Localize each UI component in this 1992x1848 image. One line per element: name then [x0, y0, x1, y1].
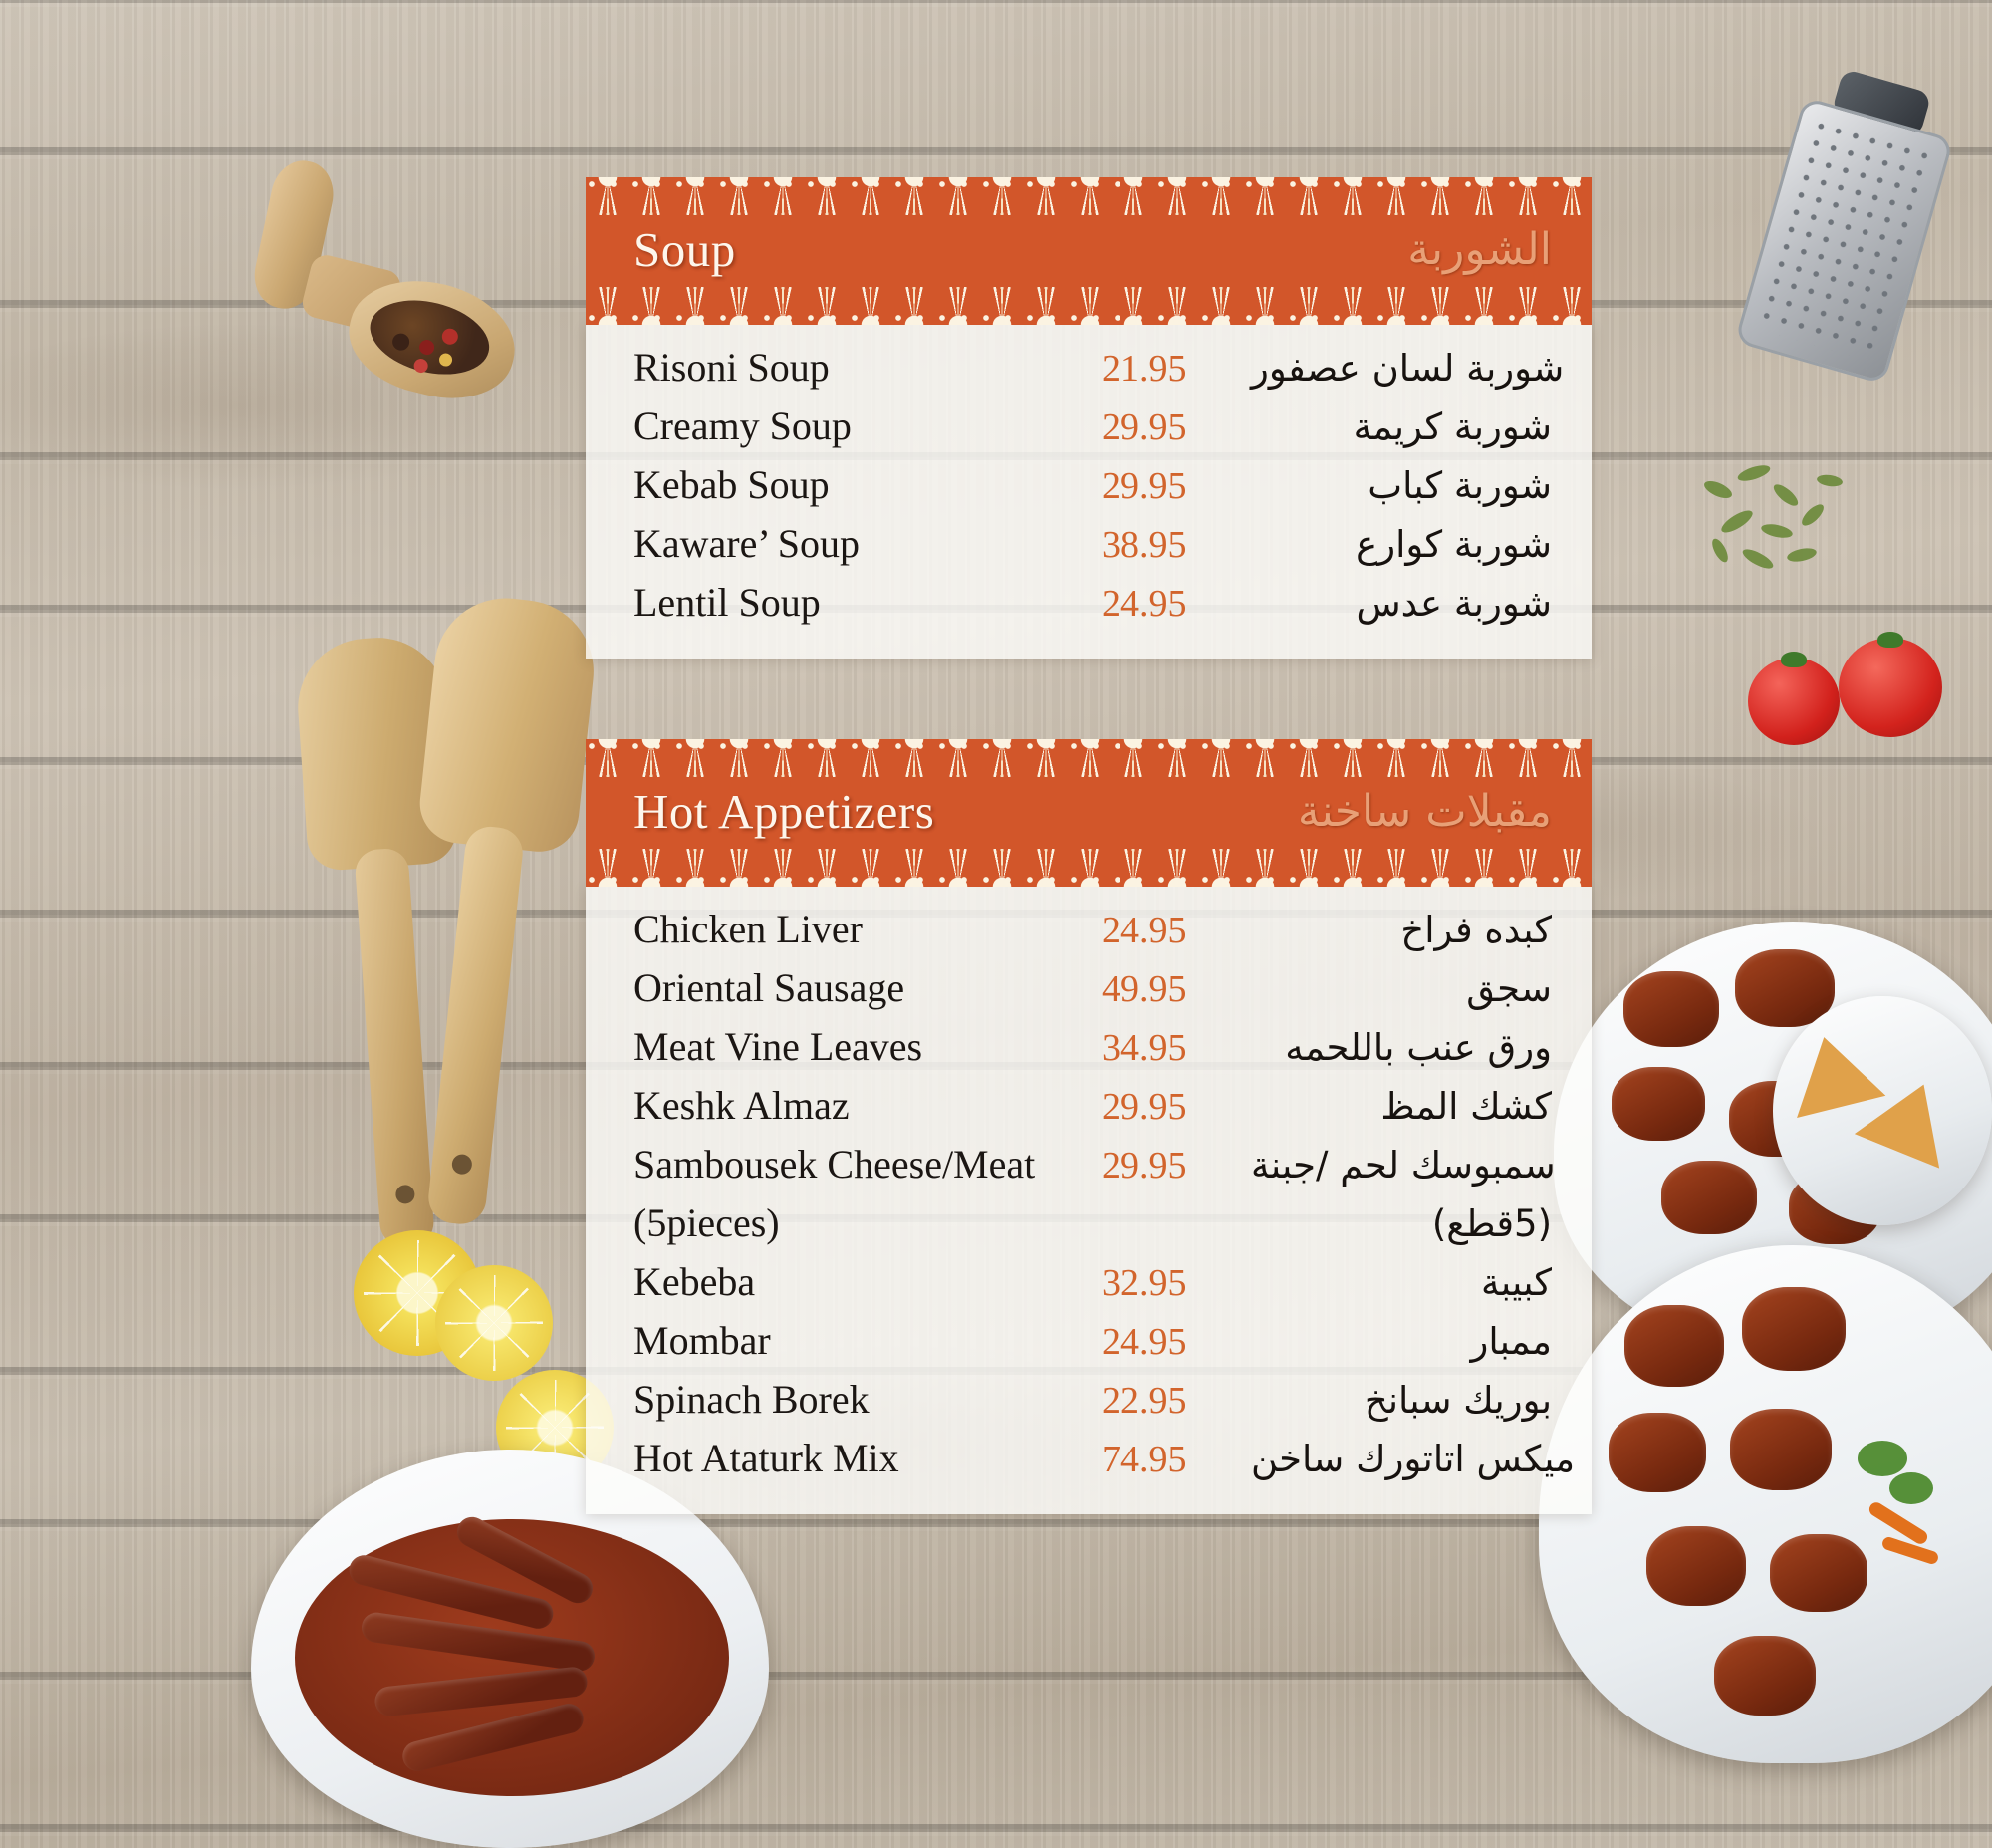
- item-name-ar: شوربة كوارع: [1356, 523, 1552, 566]
- hot-appetizers-title-en: Hot Appetizers: [633, 783, 935, 839]
- item-name-en: Keshk Almaz: [633, 1083, 850, 1128]
- menu-item-row: Meat Vine Leaves 34.95 ورق عنب باللحمه: [633, 1018, 1552, 1077]
- menu-item-row-continuation: (5pieces) (5قطع): [633, 1194, 1552, 1253]
- item-name-ar: ممبار: [1470, 1320, 1552, 1363]
- menu-item-row: Hot Ataturk Mix 74.95 ميكس اتاتورك ساخن: [633, 1430, 1575, 1488]
- item-price: 24.95: [1102, 1321, 1187, 1363]
- menu-item-row: Kebab Soup 29.95 شوربة كباب: [633, 456, 1552, 515]
- item-name-ar: شوربة كريمة: [1353, 405, 1552, 448]
- item-name-en: Spinach Borek: [633, 1377, 870, 1422]
- item-name-ar: كبده فراخ: [1400, 909, 1552, 951]
- item-name-ar: شوربة عدس: [1356, 582, 1552, 625]
- item-price: 24.95: [1102, 583, 1187, 625]
- item-name-en: Lentil Soup: [633, 580, 821, 625]
- lace-border-top: [586, 739, 1592, 777]
- hot-appetizers-header-band: Hot Appetizers مقبلات ساخنة: [586, 777, 1592, 849]
- item-name-en: Sambousek Cheese/Meat: [633, 1142, 1036, 1187]
- hot-appetizers-item-list: Chicken Liver 24.95 كبده فراخ Oriental S…: [586, 887, 1592, 1514]
- menu-item-row: Sambousek Cheese/Meat 29.95 سمبوسك لحم /…: [633, 1136, 1556, 1194]
- hot-appetizers-menu-card: Hot Appetizers مقبلات ساخنة Chicken Live…: [586, 739, 1592, 1514]
- item-price: 29.95: [1102, 465, 1187, 507]
- item-name-en: Risoni Soup: [633, 345, 830, 390]
- item-name-en: Mombar: [633, 1318, 771, 1363]
- soup-menu-card: Soup الشوربة Risoni Soup 21.95 شوربة لسا…: [586, 177, 1592, 659]
- item-name-en: Hot Ataturk Mix: [633, 1436, 899, 1480]
- item-name-en: (5pieces): [633, 1200, 780, 1245]
- item-price: 32.95: [1102, 1262, 1187, 1304]
- item-name-ar: شوربة كباب: [1368, 464, 1552, 507]
- soup-title-en: Soup: [633, 221, 736, 277]
- item-name-ar: كشك المظ: [1380, 1085, 1552, 1128]
- item-price: 22.95: [1102, 1380, 1187, 1422]
- menu-item-row: Oriental Sausage 49.95 سجق: [633, 959, 1552, 1018]
- item-name-en: Kebab Soup: [633, 462, 830, 507]
- item-price: 29.95: [1102, 406, 1187, 448]
- item-name-en: Oriental Sausage: [633, 965, 905, 1010]
- item-name-en: Kebeba: [633, 1259, 756, 1304]
- item-name-ar: (5قطع): [1431, 1202, 1552, 1245]
- lace-border-bottom: [586, 849, 1592, 887]
- item-name-ar: ميكس اتاتورك ساخن: [1251, 1438, 1576, 1480]
- item-name-ar: سمبوسك لحم /جبنة: [1251, 1144, 1556, 1187]
- menu-item-row: Spinach Borek 22.95 بوريك سبانخ: [633, 1371, 1552, 1430]
- menu-item-row: Keshk Almaz 29.95 كشك المظ: [633, 1077, 1552, 1136]
- menu-item-row: Creamy Soup 29.95 شوربة كريمة: [633, 397, 1552, 456]
- soup-item-list: Risoni Soup 21.95 شوربة لسان عصفور Cream…: [586, 325, 1592, 659]
- item-name-en: Creamy Soup: [633, 403, 852, 448]
- item-name-ar: كبيبة: [1481, 1261, 1552, 1304]
- item-price: 24.95: [1102, 910, 1187, 951]
- menu-item-row: Mombar 24.95 ممبار: [633, 1312, 1552, 1371]
- lace-border-top: [586, 177, 1592, 215]
- item-name-en: Meat Vine Leaves: [633, 1024, 923, 1069]
- item-price: 34.95: [1102, 1027, 1187, 1069]
- menu-item-row: Kebeba 32.95 كبيبة: [633, 1253, 1552, 1312]
- item-price: 29.95: [1102, 1086, 1187, 1128]
- item-price: 21.95: [1102, 348, 1187, 390]
- item-name-ar: سجق: [1466, 967, 1552, 1010]
- item-name-ar: بوريك سبانخ: [1364, 1379, 1552, 1422]
- item-name-ar: ورق عنب باللحمه: [1285, 1026, 1552, 1069]
- item-name-en: Chicken Liver: [633, 907, 863, 951]
- menu-item-row: Risoni Soup 21.95 شوربة لسان عصفور: [633, 339, 1564, 397]
- soup-title-ar: الشوربة: [1407, 223, 1552, 275]
- menu-item-row: Kaware’ Soup 38.95 شوربة كوارع: [633, 515, 1552, 574]
- item-price: 49.95: [1102, 968, 1187, 1010]
- menu-item-row: Chicken Liver 24.95 كبده فراخ: [633, 901, 1552, 959]
- soup-header-band: Soup الشوربة: [586, 215, 1592, 287]
- item-price: 38.95: [1102, 524, 1187, 566]
- item-price: 74.95: [1102, 1439, 1187, 1480]
- item-name-en: Kaware’ Soup: [633, 521, 860, 566]
- hot-appetizers-title-ar: مقبلات ساخنة: [1297, 785, 1552, 837]
- menu-item-row: Lentil Soup 24.95 شوربة عدس: [633, 574, 1552, 633]
- item-name-ar: شوربة لسان عصفور: [1251, 347, 1565, 390]
- lace-border-bottom: [586, 287, 1592, 325]
- item-price: 29.95: [1102, 1145, 1187, 1187]
